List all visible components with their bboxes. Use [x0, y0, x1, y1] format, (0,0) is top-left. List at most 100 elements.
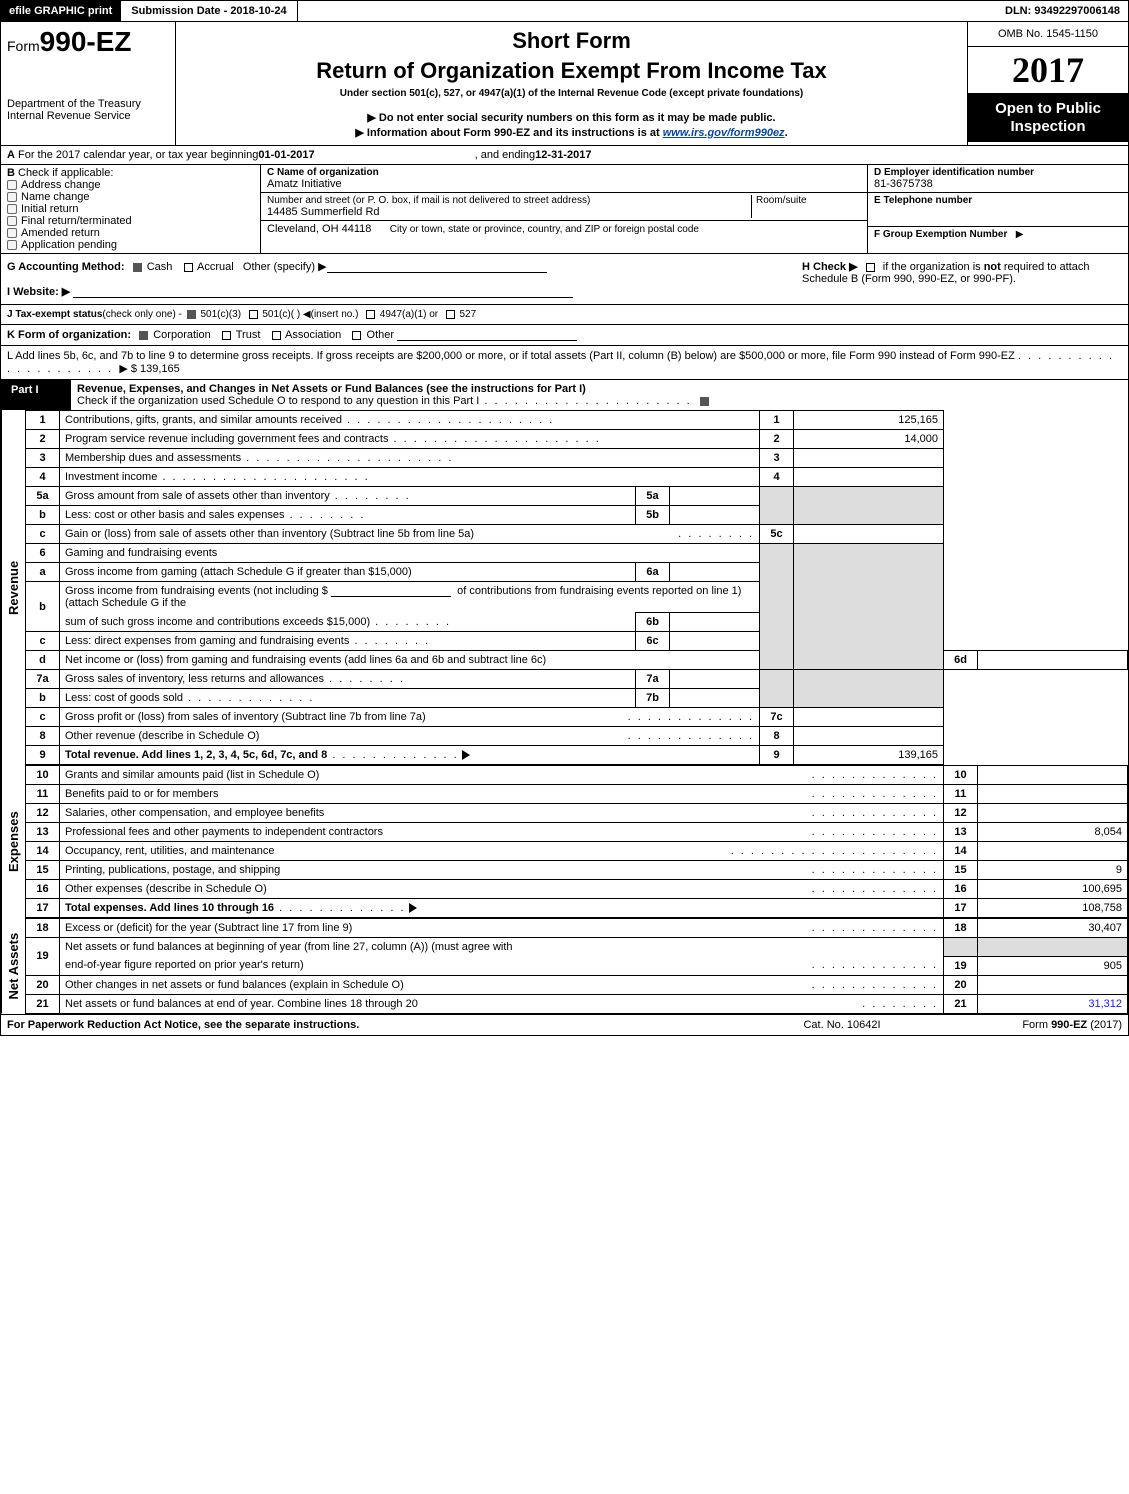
row-6c: c Less: direct expenses from gaming and …	[26, 632, 1128, 651]
other-org-input[interactable]	[397, 329, 577, 341]
mn-5b: 5b	[636, 506, 670, 525]
lbl-4947: 4947(a)(1) or	[380, 309, 438, 320]
dots-15	[812, 864, 938, 876]
part1-check-line: Check if the organization used Schedule …	[77, 395, 479, 407]
n-15: 15	[26, 861, 60, 880]
chk-final-return[interactable]	[7, 216, 17, 226]
row-20: 20 Other changes in net assets or fund b…	[26, 975, 1128, 994]
row-10: 10 Grants and similar amounts paid (list…	[26, 766, 1128, 785]
chk-address-change[interactable]	[7, 180, 17, 190]
dots-19	[812, 959, 938, 971]
row-11: 11 Benefits paid to or for members 11	[26, 785, 1128, 804]
arrow-17	[409, 903, 417, 913]
chk-accrual[interactable]	[184, 263, 193, 272]
chk-527[interactable]	[446, 310, 455, 319]
d-19b: end-of-year figure reported on prior yea…	[65, 959, 304, 971]
line-h-text1: if the organization is	[883, 261, 984, 273]
row-8: 8 Other revenue (describe in Schedule O)…	[26, 727, 1128, 746]
revenue-table: 1 Contributions, gifts, grants, and simi…	[25, 410, 1128, 765]
mv-7a	[670, 670, 760, 689]
d-6c: Less: direct expenses from gaming and fu…	[65, 635, 349, 647]
dots-14	[731, 845, 938, 857]
box-c-label: C Name of organization	[267, 167, 379, 178]
chk-other-org[interactable]	[352, 331, 361, 340]
n-2: 2	[26, 430, 60, 449]
chk-schedule-b[interactable]	[866, 263, 875, 272]
n-5b: b	[26, 506, 60, 525]
d-6: Gaming and fundraising events	[60, 544, 760, 563]
v-15: 9	[978, 861, 1128, 880]
row-6d: d Net income or (loss) from gaming and f…	[26, 651, 1128, 670]
n-14: 14	[26, 842, 60, 861]
chk-4947[interactable]	[366, 310, 375, 319]
rn-6d: 6d	[944, 651, 978, 670]
chk-initial-return[interactable]	[7, 204, 17, 214]
line-a-mid: , and ending	[475, 149, 536, 161]
dots-10	[812, 769, 938, 781]
chk-trust[interactable]	[222, 331, 231, 340]
chk-amended-return[interactable]	[7, 228, 17, 238]
ein-value: 81-3675738	[874, 178, 1122, 190]
netassets-table: 18 Excess or (deficit) for the year (Sub…	[25, 918, 1128, 1014]
dots-5b	[285, 509, 366, 521]
row-5c: c Gain or (loss) from sale of assets oth…	[26, 525, 1128, 544]
lbl-address-change: Address change	[21, 179, 101, 191]
other-specify-input[interactable]	[327, 261, 547, 273]
d-9: Total revenue. Add lines 1, 2, 3, 4, 5c,…	[65, 749, 327, 761]
irs-link[interactable]: www.irs.gov/form990ez	[663, 127, 785, 139]
line-j: J Tax-exempt status(check only one) - 50…	[1, 304, 1128, 324]
chk-application-pending[interactable]	[7, 240, 17, 250]
chk-schedule-o[interactable]	[700, 397, 709, 406]
d-7b: Less: cost of goods sold	[65, 692, 183, 704]
lbl-assoc: Association	[285, 329, 341, 341]
chk-name-change[interactable]	[7, 192, 17, 202]
v-18: 30,407	[978, 919, 1128, 938]
row-2: 2 Program service revenue including gove…	[26, 430, 1128, 449]
row-12: 12 Salaries, other compensation, and emp…	[26, 804, 1128, 823]
line-a-begin: 01-01-2017	[258, 149, 314, 161]
footer-left: For Paperwork Reduction Act Notice, see …	[7, 1019, 742, 1031]
rn-9: 9	[760, 746, 794, 765]
d-17: Total expenses. Add lines 10 through 16	[65, 902, 274, 914]
rn-21: 21	[944, 994, 978, 1013]
short-form-label: Short Form	[182, 28, 961, 54]
n-7a: 7a	[26, 670, 60, 689]
rn-8: 8	[760, 727, 794, 746]
line-i-label: I Website: ▶	[7, 286, 70, 298]
6b-amount-input[interactable]	[331, 585, 451, 597]
shade-19v	[978, 938, 1128, 957]
rn-15: 15	[944, 861, 978, 880]
efile-print-button[interactable]: efile GRAPHIC print	[1, 1, 121, 21]
footer-right: Form 990-EZ (2017)	[942, 1019, 1122, 1031]
dots-4	[157, 471, 369, 483]
v-13: 8,054	[978, 823, 1128, 842]
section-gi-left: G Accounting Method: Cash Accrual Other …	[7, 260, 802, 298]
mn-5a: 5a	[636, 487, 670, 506]
row-7a: 7a Gross sales of inventory, less return…	[26, 670, 1128, 689]
d-11: Benefits paid to or for members	[65, 788, 218, 800]
d-21: Net assets or fund balances at end of ye…	[65, 998, 418, 1010]
dots-18	[812, 922, 938, 934]
row-1: 1 Contributions, gifts, grants, and simi…	[26, 411, 1128, 430]
dept-irs: Internal Revenue Service	[7, 110, 169, 122]
chk-501c[interactable]	[249, 310, 258, 319]
website-input[interactable]	[73, 286, 573, 298]
info-link-post: .	[785, 127, 788, 139]
n-10: 10	[26, 766, 60, 785]
chk-cash[interactable]	[133, 263, 142, 272]
mn-6c: 6c	[636, 632, 670, 651]
dots-17	[274, 902, 405, 914]
n-19: 19	[26, 938, 60, 976]
rn-19: 19	[944, 956, 978, 975]
row-5a: 5a Gross amount from sale of assets othe…	[26, 487, 1128, 506]
part1-header: Part I Revenue, Expenses, and Changes in…	[1, 379, 1128, 410]
chk-assoc[interactable]	[272, 331, 281, 340]
part1-title: Revenue, Expenses, and Changes in Net As…	[77, 383, 586, 395]
v-3	[794, 449, 944, 468]
chk-501c3[interactable]	[187, 310, 196, 319]
dots-9	[327, 749, 458, 761]
chk-corp[interactable]	[139, 331, 148, 340]
v-7c	[794, 708, 944, 727]
dots-16	[812, 883, 938, 895]
mv-6a	[670, 563, 760, 582]
